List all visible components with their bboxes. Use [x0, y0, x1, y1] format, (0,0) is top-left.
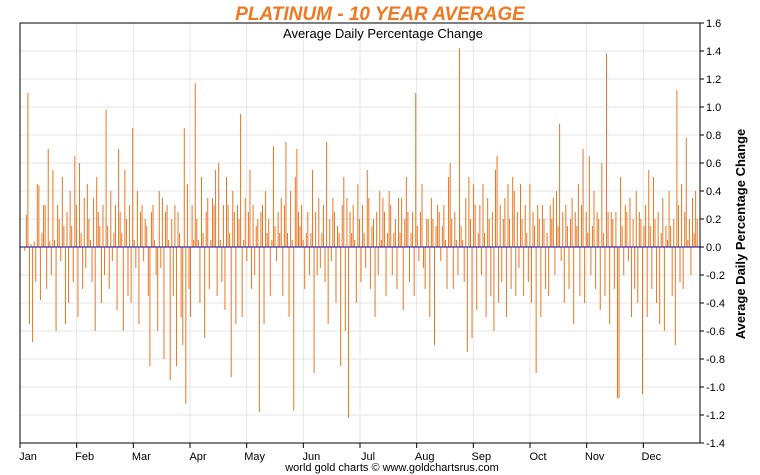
x-tick-label: Sep — [472, 451, 492, 463]
y-tick-label: 0.2 — [706, 214, 721, 226]
chart-subtitle: Average Daily Percentage Change — [283, 26, 483, 41]
x-tick-label: Feb — [75, 451, 94, 463]
source-footer: world gold charts © www.goldchartsrus.co… — [284, 462, 499, 474]
y-tick-label: -0.2 — [706, 270, 725, 282]
x-tick-label: Jun — [302, 451, 320, 463]
x-tick-label: Apr — [189, 451, 206, 463]
x-tick-label: May — [244, 451, 265, 463]
y-tick-label: -1.2 — [706, 410, 725, 422]
y-tick-label: -1.4 — [706, 438, 725, 450]
y-tick-label: -1.0 — [706, 382, 725, 394]
y-axis-ticks: 1.6 1.4 1.2 1.0 0.8 0.6 0.4 0.2 0.0 -0.2 -0.4 -0.6 -… — [700, 18, 725, 450]
y-tick-label: 0.4 — [706, 186, 721, 198]
x-tick-label: Nov — [585, 451, 605, 463]
y-tick-label: 0.8 — [706, 130, 721, 142]
x-tick-label: Jul — [361, 451, 375, 463]
x-tick-label: Aug — [415, 451, 435, 463]
y-tick-label: -0.4 — [706, 298, 725, 310]
y-axis-label: Average Daily Percentage Change — [733, 129, 748, 340]
y-tick-label: 1.2 — [706, 74, 721, 86]
y-tick-label: 0.0 — [706, 242, 721, 254]
y-tick-label: -0.8 — [706, 354, 725, 366]
x-axis-ticks: Jan Feb Mar Apr May Jun Jul Aug Sep Oct Nov Dec — [19, 443, 662, 463]
x-tick-label: Mar — [132, 451, 151, 463]
y-tick-label: -0.6 — [706, 326, 725, 338]
x-tick-label: Jan — [19, 451, 37, 463]
x-tick-label: Dec — [642, 451, 662, 463]
bar-layer — [24, 48, 698, 418]
y-tick-label: 0.6 — [706, 158, 721, 170]
y-tick-label: 1.0 — [706, 102, 721, 114]
x-tick-label: Oct — [529, 451, 546, 463]
y-tick-label: 1.4 — [706, 46, 721, 58]
y-tick-label: 1.6 — [706, 18, 721, 30]
chart-title: PLATINUM - 10 YEAR AVERAGE — [235, 4, 526, 25]
